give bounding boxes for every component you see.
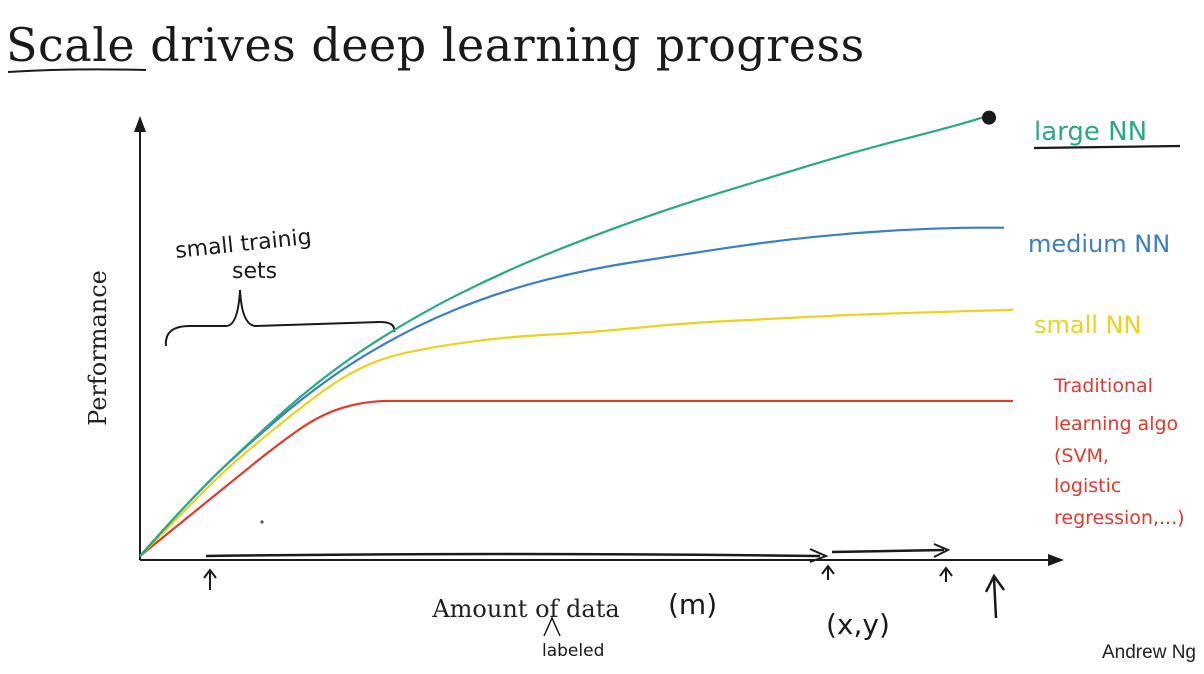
tick-arrow-largest-data [984,573,1006,619]
title-word-scale: Scale [6,18,136,72]
author-credit: Andrew Ng [1102,642,1196,663]
legend-label-traditional-line-3: (SVM, [1054,445,1109,467]
title-underline [7,68,147,73]
slide-title: Scale drives deep learning progress [6,18,865,72]
series-line-small [139,308,1014,557]
legend-label-traditional-line-2: learning algo [1054,413,1178,435]
m-label: (m) [668,588,717,621]
small-training-sets-brace [164,289,396,347]
y-axis-arrow [134,116,146,132]
series-line-large [139,112,996,557]
legend-label-large-nn: large NN [1034,117,1147,147]
legend-label-small-nn: small NN [1034,311,1141,339]
legend-label-traditional-line-5: regression,...) [1054,507,1185,529]
data-range-arrow-2-head [933,543,951,558]
title-rest: drives deep learning progress [135,18,865,72]
x-axis-arrow [1048,554,1064,566]
legend-large-nn-underline [1033,144,1181,150]
data-range-arrow-1 [205,552,821,558]
legend-label-medium-nn: medium NN [1028,230,1170,258]
series-layer [139,110,1014,557]
data-range-arrow-1-head [809,548,829,563]
data-range-arrow-2 [831,548,945,554]
legend-label-traditional-line-4: logistic [1054,475,1121,497]
x-axis-label: Amount of data [431,595,619,623]
series-line-traditional [139,399,1013,557]
tick-arrow-small-data [203,568,217,590]
small-training-sets-text-2: sets [232,259,277,284]
labeled-note: labeled [542,641,604,661]
y-axis-label: Performance [84,270,112,426]
legend-label-traditional-line-1: Traditional [1053,375,1153,397]
stray-dot [260,520,264,524]
large-nn-endpoint-marker [982,110,996,125]
legend-layer: large NN medium NN small NN Traditional lear… [1028,117,1185,529]
labeled-caret [543,616,561,637]
tick-arrow-large-data [939,566,953,582]
xy-label: (x,y) [826,608,890,641]
tick-arrow-mid-data [821,564,835,580]
